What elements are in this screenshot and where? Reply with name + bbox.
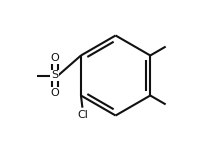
- Text: S: S: [51, 71, 58, 80]
- Text: O: O: [50, 88, 59, 98]
- Text: Cl: Cl: [77, 110, 88, 120]
- Text: O: O: [50, 53, 59, 63]
